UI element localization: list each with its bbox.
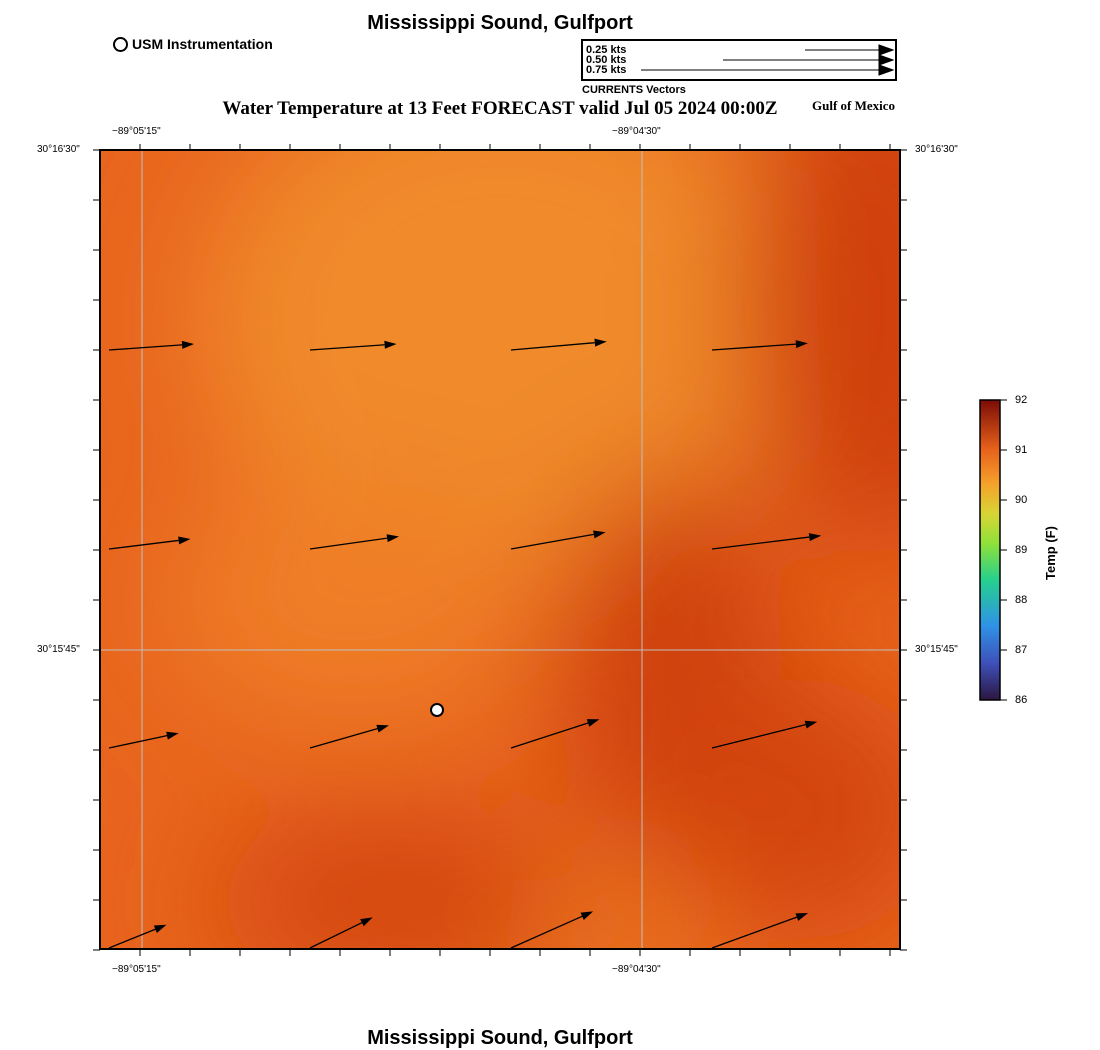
colorbar-tick-label: 90	[1015, 494, 1028, 506]
warm-light-region	[201, 151, 801, 581]
vector-legend: 0.25 kts 0.50 kts 0.75 kts	[581, 39, 897, 81]
colorbar-tick-label: 87	[1015, 644, 1028, 656]
vector-legend-caption: CURRENTS Vectors	[582, 84, 686, 96]
colorbar	[979, 399, 1007, 701]
current-vector-shaft	[711, 343, 796, 351]
vector-legend-arrows	[641, 44, 895, 76]
colorbar-tick-label: 91	[1015, 444, 1028, 456]
current-vector-head	[153, 924, 167, 933]
current-vector-head	[804, 720, 818, 729]
lon-label-top: −89°05'15"	[112, 126, 161, 137]
current-vector-shaft	[510, 722, 589, 749]
lat-label-right: 30°15'45"	[915, 644, 958, 655]
lon-label-bottom: −89°04'30"	[612, 964, 661, 975]
warm-light-region	[171, 481, 531, 721]
lat-label-left: 30°16'30"	[37, 144, 80, 155]
colorbar-tick-label: 88	[1015, 594, 1028, 606]
temperature-field	[101, 151, 899, 948]
vector-legend-entry: 0.25 kts	[586, 44, 627, 56]
arrow-icon	[878, 54, 895, 66]
current-vector	[711, 913, 809, 948]
station-marker-icon	[113, 36, 128, 52]
current-vector	[510, 719, 600, 749]
current-vector	[309, 534, 400, 550]
current-vector-shaft	[108, 735, 168, 749]
current-vector	[711, 720, 818, 749]
current-vector-head	[795, 340, 808, 349]
usm-station-marker	[430, 703, 444, 717]
arrow-icon	[878, 44, 895, 56]
current-vector-shaft	[711, 536, 810, 550]
current-vector-shaft	[510, 533, 594, 550]
current-vector-shaft	[309, 922, 363, 948]
vector-legend-entry: 0.50 kts	[586, 54, 627, 66]
current-vector-shaft	[108, 928, 156, 948]
current-vector-shaft	[108, 539, 179, 550]
current-vector-head	[166, 731, 179, 740]
current-vector-head	[178, 536, 191, 545]
current-vector-head	[593, 530, 606, 539]
current-vector	[108, 924, 167, 948]
current-vector-shaft	[510, 342, 595, 351]
usm-legend-label: USM Instrumentation	[132, 36, 273, 52]
vector-legend-entry: 0.75 kts	[586, 64, 627, 76]
temperature-map[interactable]	[99, 149, 901, 950]
current-vector	[108, 340, 195, 351]
current-vector-head	[594, 338, 607, 347]
lat-label-left: 30°15'45"	[37, 644, 80, 655]
current-vector-head	[808, 533, 822, 542]
current-vector	[108, 731, 179, 749]
current-vector	[309, 724, 389, 749]
current-vector	[309, 917, 373, 948]
current-vector-shaft	[309, 344, 385, 351]
current-vector	[711, 340, 808, 351]
colorbar-tick-label: 89	[1015, 544, 1028, 556]
current-vector	[510, 911, 594, 948]
current-vector	[108, 536, 191, 550]
current-vector-head	[384, 340, 397, 349]
current-vector-head	[795, 913, 809, 921]
page-title: Mississippi Sound, Gulfport	[367, 12, 633, 34]
current-vector-shaft	[510, 915, 583, 948]
current-vector-shaft	[108, 344, 183, 351]
usm-legend: USM Instrumentation	[113, 36, 273, 52]
colorbar-title: Temp (F)	[1043, 526, 1058, 580]
current-vector-head	[586, 719, 600, 727]
current-vector-head	[386, 534, 400, 543]
colorbar-tick-label: 92	[1015, 394, 1028, 406]
current-vector-head	[580, 911, 594, 920]
hot-region	[211, 811, 571, 948]
lon-label-bottom: −89°05'15"	[112, 964, 161, 975]
current-vector-shaft	[711, 916, 798, 948]
region-label: Gulf of Mexico	[812, 98, 896, 113]
current-vector-shaft	[711, 724, 806, 749]
current-vector-head	[181, 340, 195, 349]
current-vector-shaft	[309, 728, 378, 749]
current-vector-shaft	[309, 537, 388, 550]
current-vector-head	[360, 917, 373, 927]
map-title: Water Temperature at 13 Feet FORECAST va…	[222, 98, 778, 119]
current-vector	[711, 533, 822, 550]
current-vector	[309, 340, 397, 351]
hot-region	[741, 151, 899, 561]
colorbar-tick-label: 86	[1015, 694, 1028, 706]
field-shading	[171, 151, 899, 948]
current-vector	[510, 530, 606, 550]
arrow-icon	[878, 64, 895, 76]
current-vector	[510, 338, 607, 351]
footer-title: Mississippi Sound, Gulfport	[367, 1027, 633, 1049]
lon-label-top: −89°04'30"	[612, 126, 661, 137]
lat-label-right: 30°16'30"	[915, 144, 958, 155]
colorbar-gradient	[979, 399, 1001, 701]
current-vector-head	[376, 724, 389, 733]
